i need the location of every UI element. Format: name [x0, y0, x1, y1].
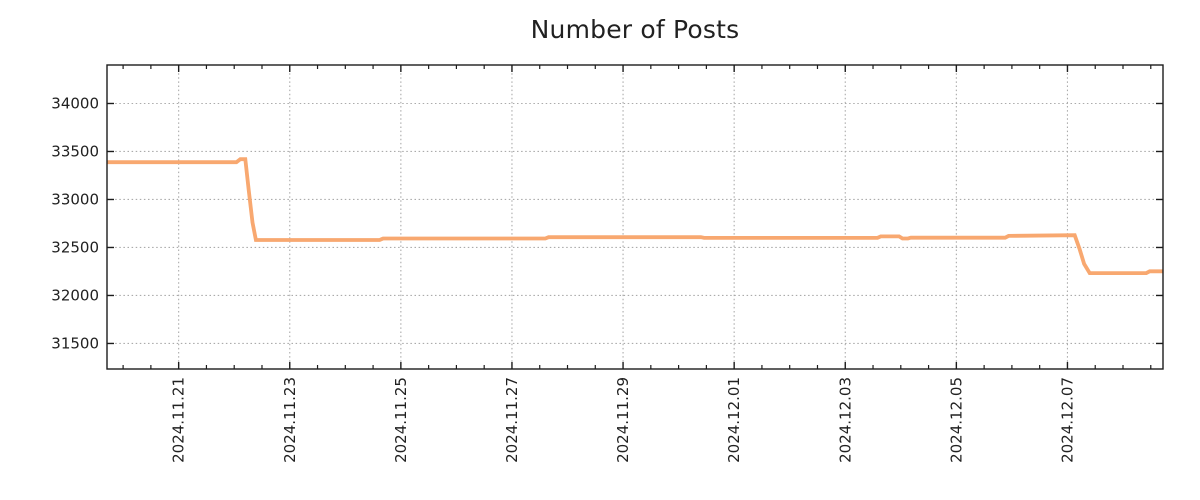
- x-tick-label: 2024.11.29: [614, 377, 632, 463]
- y-tick-label: 33500: [51, 142, 99, 160]
- x-tick-label: 2024.11.27: [503, 377, 521, 463]
- y-tick-label: 31500: [51, 334, 99, 352]
- chart-title: Number of Posts: [530, 15, 740, 44]
- plot-border: [106, 64, 1164, 370]
- x-tick-label: 2024.11.25: [392, 377, 410, 463]
- y-tick-label: 34000: [51, 94, 99, 112]
- y-tick-label: 33000: [51, 190, 99, 208]
- x-tick-label: 2024.11.23: [281, 377, 299, 463]
- x-tick-label: 2024.12.01: [725, 377, 743, 463]
- series-line-posts: [107, 157, 1163, 276]
- x-tick-label: 2024.12.05: [947, 377, 965, 463]
- x-tick-label: 2024.12.07: [1058, 377, 1076, 463]
- y-tick-label: 32500: [51, 238, 99, 256]
- x-tick-label: 2024.12.03: [836, 377, 854, 463]
- x-tick-label: 2024.11.21: [170, 377, 188, 463]
- y-tick-label: 32000: [51, 286, 99, 304]
